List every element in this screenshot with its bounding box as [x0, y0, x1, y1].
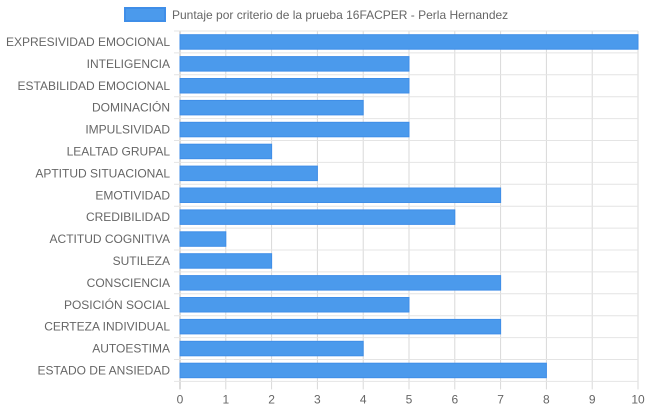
bar[interactable] [179, 143, 273, 160]
x-tick-label: 6 [451, 392, 458, 406]
x-tick-label: 2 [268, 392, 275, 406]
bar[interactable] [179, 121, 410, 138]
bar[interactable] [179, 187, 502, 203]
bar[interactable] [179, 34, 639, 50]
legend-swatch [124, 7, 166, 22]
category-label: CONSCIENCIA [87, 276, 170, 290]
category-label: CERTEZA INDIVIDUAL [44, 320, 170, 334]
bar[interactable] [179, 231, 227, 247]
category-label: LEALTAD GRUPAL [67, 144, 171, 158]
bar[interactable] [179, 362, 547, 379]
x-tick-label: 5 [406, 392, 413, 406]
x-tick-label: 4 [360, 392, 367, 406]
bar[interactable] [179, 253, 273, 269]
category-label: ESTADO DE ANSIEDAD [38, 363, 171, 377]
category-label: ESTABILIDAD EMOCIONAL [18, 79, 171, 93]
category-label: DOMINACIÓN [92, 100, 170, 115]
bar[interactable] [179, 340, 364, 357]
category-label: SUTILEZA [113, 254, 170, 268]
x-tick-label: 3 [314, 392, 321, 406]
category-label: APTITUD SITUACIONAL [35, 166, 170, 180]
bar[interactable] [179, 318, 502, 335]
category-labels: EXPRESIVIDAD EMOCIONAL INTELIGENCIA ESTABI… [6, 35, 170, 378]
category-label: CREDIBILIDAD [86, 210, 170, 224]
bar[interactable] [179, 275, 502, 291]
x-tick-label: 7 [497, 392, 504, 406]
category-label: IMPULSIVIDAD [85, 123, 170, 137]
bar[interactable] [179, 99, 364, 116]
category-label: INTELIGENCIA [87, 57, 170, 71]
x-tick-labels: 0 1 2 3 4 5 6 7 8 9 10 [177, 392, 645, 406]
category-label: EMOTIVIDAD [95, 188, 170, 202]
category-label: ACTITUD COGNITIVA [50, 232, 170, 246]
x-tick-label: 1 [222, 392, 229, 406]
bar[interactable] [179, 78, 410, 94]
bar[interactable] [179, 165, 318, 182]
x-tick-label: 9 [589, 392, 596, 406]
bar[interactable] [179, 297, 410, 313]
category-label: EXPRESIVIDAD EMOCIONAL [6, 35, 170, 49]
x-tick-label: 10 [631, 392, 645, 406]
category-label: AUTOESTIMA [92, 342, 170, 356]
bar[interactable] [179, 209, 456, 225]
category-label: POSICIÓN SOCIAL [64, 297, 170, 312]
legend[interactable]: Puntaje por criterio de la prueba 16FACP… [124, 7, 508, 22]
x-tick-label: 0 [177, 392, 184, 406]
x-tick-label: 8 [543, 392, 550, 406]
bars [179, 34, 639, 379]
legend-label: Puntaje por criterio de la prueba 16FACP… [172, 8, 508, 22]
bar[interactable] [179, 56, 410, 72]
